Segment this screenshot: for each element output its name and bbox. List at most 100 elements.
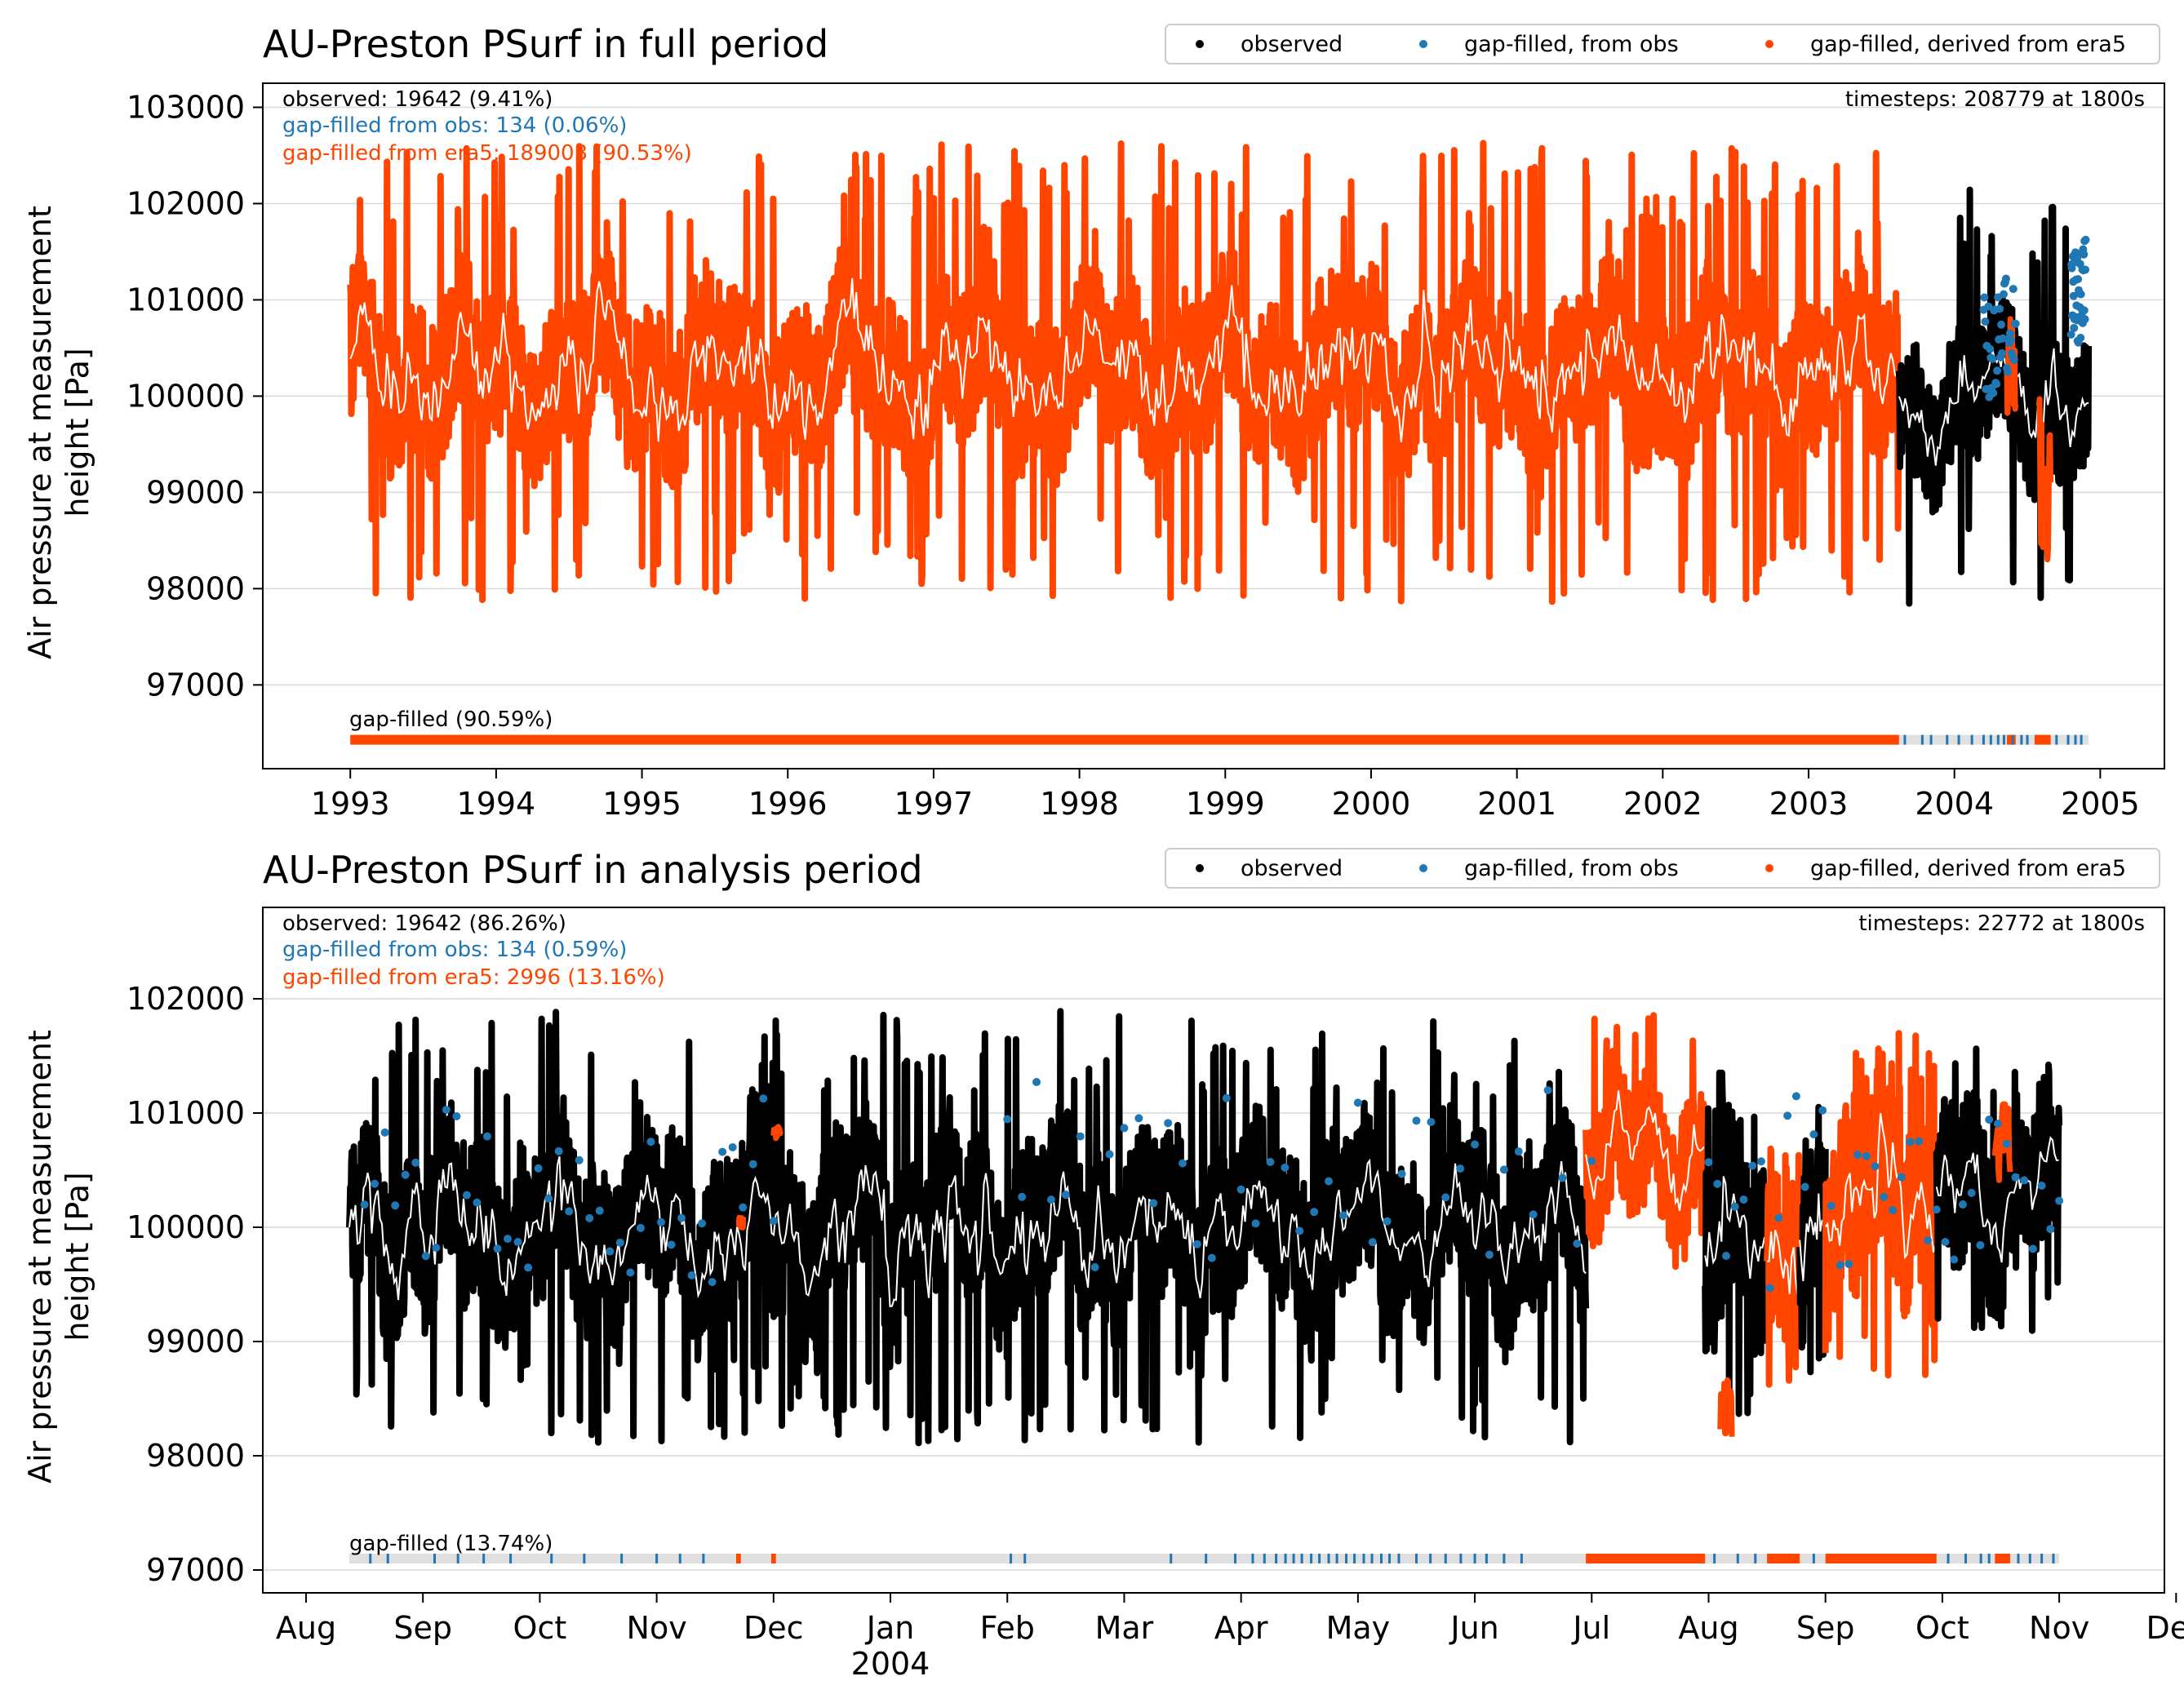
x-tick-label-analysis: Aug [276, 1610, 336, 1646]
y-tick-label-full: 103000 [127, 89, 245, 125]
gap-obs-tick-analysis [2017, 1554, 2020, 1563]
point-analysis [1897, 1173, 1906, 1182]
point-analysis [1295, 1226, 1304, 1235]
point-analysis [1076, 1132, 1085, 1141]
annotation-observed-full: observed: 19642 (9.41%) [282, 87, 553, 112]
gap-era5-span-analysis [1586, 1554, 1706, 1563]
point-analysis [1932, 1205, 1941, 1214]
gap-obs-tick-analysis [1380, 1554, 1383, 1563]
gap-obs-tick-full [1996, 734, 2000, 745]
point-full [2076, 290, 2085, 299]
x-tick-label-full: 1993 [311, 786, 390, 822]
x-tick-label-full: 2005 [2061, 786, 2140, 822]
x-tick-label-analysis: Dec [744, 1610, 804, 1646]
x-tick-label-full: 1994 [457, 786, 536, 822]
point-analysis [1818, 1106, 1827, 1115]
gap-obs-tick-analysis [1284, 1554, 1287, 1563]
point-analysis [1471, 1140, 1480, 1149]
point-full [1998, 348, 2007, 357]
gap-obs-tick-full [2055, 734, 2058, 745]
gap-obs-tick-analysis [1205, 1554, 1208, 1563]
point-analysis [1924, 1236, 1933, 1245]
point-analysis [524, 1263, 533, 1272]
point-analysis [1485, 1250, 1494, 1259]
point-analysis [739, 1203, 748, 1212]
point-analysis [1134, 1114, 1143, 1123]
mean-line-analysis [1585, 1090, 1705, 1211]
legend-label-gap-era5-analysis: gap-filled, derived from era5 [1810, 856, 2126, 881]
point-full [2005, 329, 2014, 338]
gap-obs-tick-analysis [1318, 1554, 1321, 1563]
legend-marker-gap-era5-full [1765, 40, 1773, 48]
gap-obs-tick-analysis [1300, 1554, 1303, 1563]
point-analysis [759, 1094, 768, 1103]
mean-line-analysis [1935, 1136, 2059, 1263]
x-tick-label-analysis: Mar [1095, 1610, 1154, 1646]
point-analysis [1958, 1200, 1967, 1209]
axes-full: 97000 98000 99000 100000 101000 102000 103000 1… [127, 89, 2140, 822]
gap-obs-tick-analysis [583, 1554, 586, 1563]
gap-obs-tick-analysis [456, 1554, 459, 1563]
legend-box-full [1165, 24, 2160, 64]
panel-analysis-period: AU-Preston PSurf in analysis period Air … [22, 848, 2184, 1682]
gap-obs-tick-analysis [1520, 1554, 1523, 1563]
y-axis-label-full-line2: height [Pa] [60, 348, 95, 517]
annotation-observed-analysis: observed: 19642 (86.26%) [282, 911, 566, 936]
point-analysis [1739, 1195, 1748, 1204]
point-analysis [687, 1271, 696, 1279]
gap-obs-tick-analysis [1979, 1554, 1982, 1563]
point-analysis [1765, 1284, 1774, 1293]
series-path-full [347, 140, 1902, 605]
gap-era5-span-analysis [1995, 1554, 2010, 1563]
chart-title-full: AU-Preston PSurf in full period [263, 22, 828, 66]
point-analysis [698, 1219, 707, 1228]
mean-line-analysis [1824, 1113, 1937, 1260]
point-analysis [401, 1170, 410, 1179]
point-analysis [473, 1198, 482, 1207]
gap-obs-tick-analysis [1503, 1554, 1506, 1563]
annotation-gap-filled-analysis: gap-filled (13.74%) [349, 1532, 553, 1556]
gap-obs-tick-analysis [1327, 1554, 1330, 1563]
point-analysis [1713, 1179, 1722, 1188]
annotation-gap-filled-full: gap-filled (90.59%) [349, 707, 553, 732]
gap-obs-tick-analysis [2040, 1554, 2044, 1563]
gap-obs-tick-analysis [1736, 1554, 1739, 1563]
point-analysis [1514, 1147, 1523, 1156]
point-full [2001, 274, 2010, 283]
point-analysis [615, 1238, 624, 1247]
gap-obs-tick-analysis [1251, 1554, 1254, 1563]
legend-marker-gap-obs-analysis [1419, 864, 1427, 872]
plot-frame-analysis [262, 907, 2165, 1594]
series-path-analysis [735, 1214, 747, 1231]
point-analysis [1836, 1261, 1844, 1270]
series-path-analysis [346, 1008, 1590, 1447]
x-tick-label-full: 1997 [894, 786, 974, 822]
gap-obs-tick-full [2020, 734, 2023, 745]
chart-title-analysis: AU-Preston PSurf in analysis period [263, 848, 923, 892]
x-tick-label-analysis: Oct [1915, 1610, 1969, 1646]
point-analysis [1862, 1151, 1871, 1160]
gap-obs-tick-analysis [1987, 1554, 1991, 1563]
y-tick-label-full: 101000 [127, 282, 245, 317]
gap-obs-tick-analysis [678, 1554, 681, 1563]
gap-obs-tick-analysis [509, 1554, 513, 1563]
point-full [2009, 285, 2018, 294]
point-analysis [1915, 1137, 1924, 1146]
gap-obs-tick-analysis [1345, 1554, 1348, 1563]
point-analysis [1441, 1193, 1450, 1202]
point-analysis [606, 1247, 615, 1256]
point-analysis [1179, 1159, 1187, 1168]
point-analysis [2011, 1173, 2020, 1182]
gap-obs-tick-analysis [2052, 1554, 2055, 1563]
gap-obs-tick-analysis [1812, 1554, 1815, 1563]
series-path-analysis [1822, 1030, 1940, 1379]
gap-filled-bar-analysis [348, 1554, 2060, 1563]
point-analysis [1018, 1192, 1027, 1201]
series-path-full [1895, 186, 2093, 607]
x-tick-label-full: 2002 [1623, 786, 1702, 822]
point-full [1995, 304, 2004, 313]
point-analysis [1704, 1158, 1713, 1167]
point-full [2011, 319, 2020, 328]
x-tick-label-full: 2003 [1769, 786, 1849, 822]
y-tick-label-full: 102000 [127, 185, 245, 221]
